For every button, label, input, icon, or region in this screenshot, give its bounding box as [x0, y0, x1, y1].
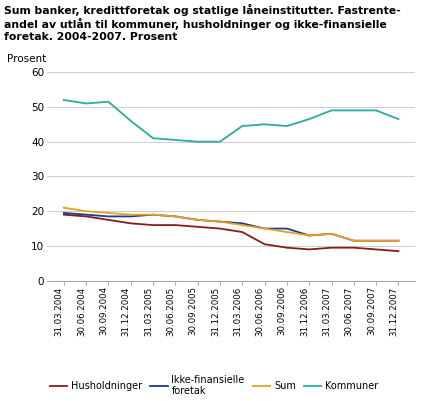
Kommuner: [374, 108, 379, 113]
Ikke-finansielle foretak: [351, 238, 357, 243]
Legend: Husholdninger, Ikke-finansielle
foretak, Sum, Kommuner: Husholdninger, Ikke-finansielle foretak,…: [50, 375, 378, 396]
Husholdninger: [284, 245, 289, 250]
Husholdninger: [374, 247, 379, 252]
Sum: [106, 211, 111, 215]
Ikke-finansielle foretak: [329, 231, 334, 236]
Ikke-finansielle foretak: [284, 226, 289, 231]
Kommuner: [128, 118, 133, 123]
Sum: [284, 230, 289, 235]
Kommuner: [351, 108, 357, 113]
Kommuner: [329, 108, 334, 113]
Ikke-finansielle foretak: [151, 212, 156, 217]
Text: Sum banker, kredittforetak og statlige låneinstitutter. Fastrente-
andel av utlå: Sum banker, kredittforetak og statlige l…: [4, 4, 401, 42]
Husholdninger: [306, 247, 312, 252]
Sum: [61, 205, 66, 210]
Husholdninger: [329, 245, 334, 250]
Ikke-finansielle foretak: [61, 211, 66, 215]
Kommuner: [83, 101, 89, 106]
Ikke-finansielle foretak: [262, 226, 267, 231]
Husholdninger: [173, 223, 178, 227]
Sum: [173, 214, 178, 219]
Ikke-finansielle foretak: [195, 217, 200, 222]
Sum: [329, 231, 334, 236]
Sum: [128, 212, 133, 217]
Husholdninger: [106, 217, 111, 222]
Ikke-finansielle foretak: [217, 219, 223, 224]
Ikke-finansielle foretak: [106, 214, 111, 219]
Sum: [195, 217, 200, 222]
Kommuner: [195, 139, 200, 144]
Sum: [262, 226, 267, 231]
Ikke-finansielle foretak: [128, 214, 133, 219]
Line: Ikke-finansielle foretak: Ikke-finansielle foretak: [64, 213, 398, 241]
Line: Sum: Sum: [64, 208, 398, 241]
Husholdninger: [240, 230, 245, 235]
Kommuner: [306, 117, 312, 122]
Sum: [240, 223, 245, 227]
Sum: [306, 233, 312, 238]
Text: Prosent: Prosent: [6, 54, 46, 64]
Kommuner: [61, 97, 66, 102]
Sum: [374, 238, 379, 243]
Husholdninger: [351, 245, 357, 250]
Kommuner: [106, 99, 111, 104]
Kommuner: [284, 124, 289, 128]
Sum: [151, 212, 156, 217]
Kommuner: [240, 124, 245, 128]
Sum: [396, 238, 401, 243]
Sum: [83, 209, 89, 214]
Ikke-finansielle foretak: [83, 212, 89, 217]
Kommuner: [396, 117, 401, 122]
Ikke-finansielle foretak: [173, 214, 178, 219]
Sum: [217, 219, 223, 224]
Ikke-finansielle foretak: [396, 238, 401, 243]
Husholdninger: [217, 226, 223, 231]
Husholdninger: [83, 214, 89, 219]
Line: Husholdninger: Husholdninger: [64, 215, 398, 251]
Kommuner: [262, 122, 267, 127]
Husholdninger: [128, 221, 133, 226]
Husholdninger: [195, 225, 200, 229]
Sum: [351, 238, 357, 243]
Kommuner: [173, 138, 178, 142]
Husholdninger: [262, 242, 267, 247]
Kommuner: [217, 139, 223, 144]
Husholdninger: [396, 249, 401, 253]
Ikke-finansielle foretak: [240, 221, 245, 226]
Ikke-finansielle foretak: [374, 238, 379, 243]
Kommuner: [151, 136, 156, 141]
Line: Kommuner: Kommuner: [64, 100, 398, 142]
Husholdninger: [151, 223, 156, 227]
Husholdninger: [61, 212, 66, 217]
Ikke-finansielle foretak: [306, 233, 312, 238]
